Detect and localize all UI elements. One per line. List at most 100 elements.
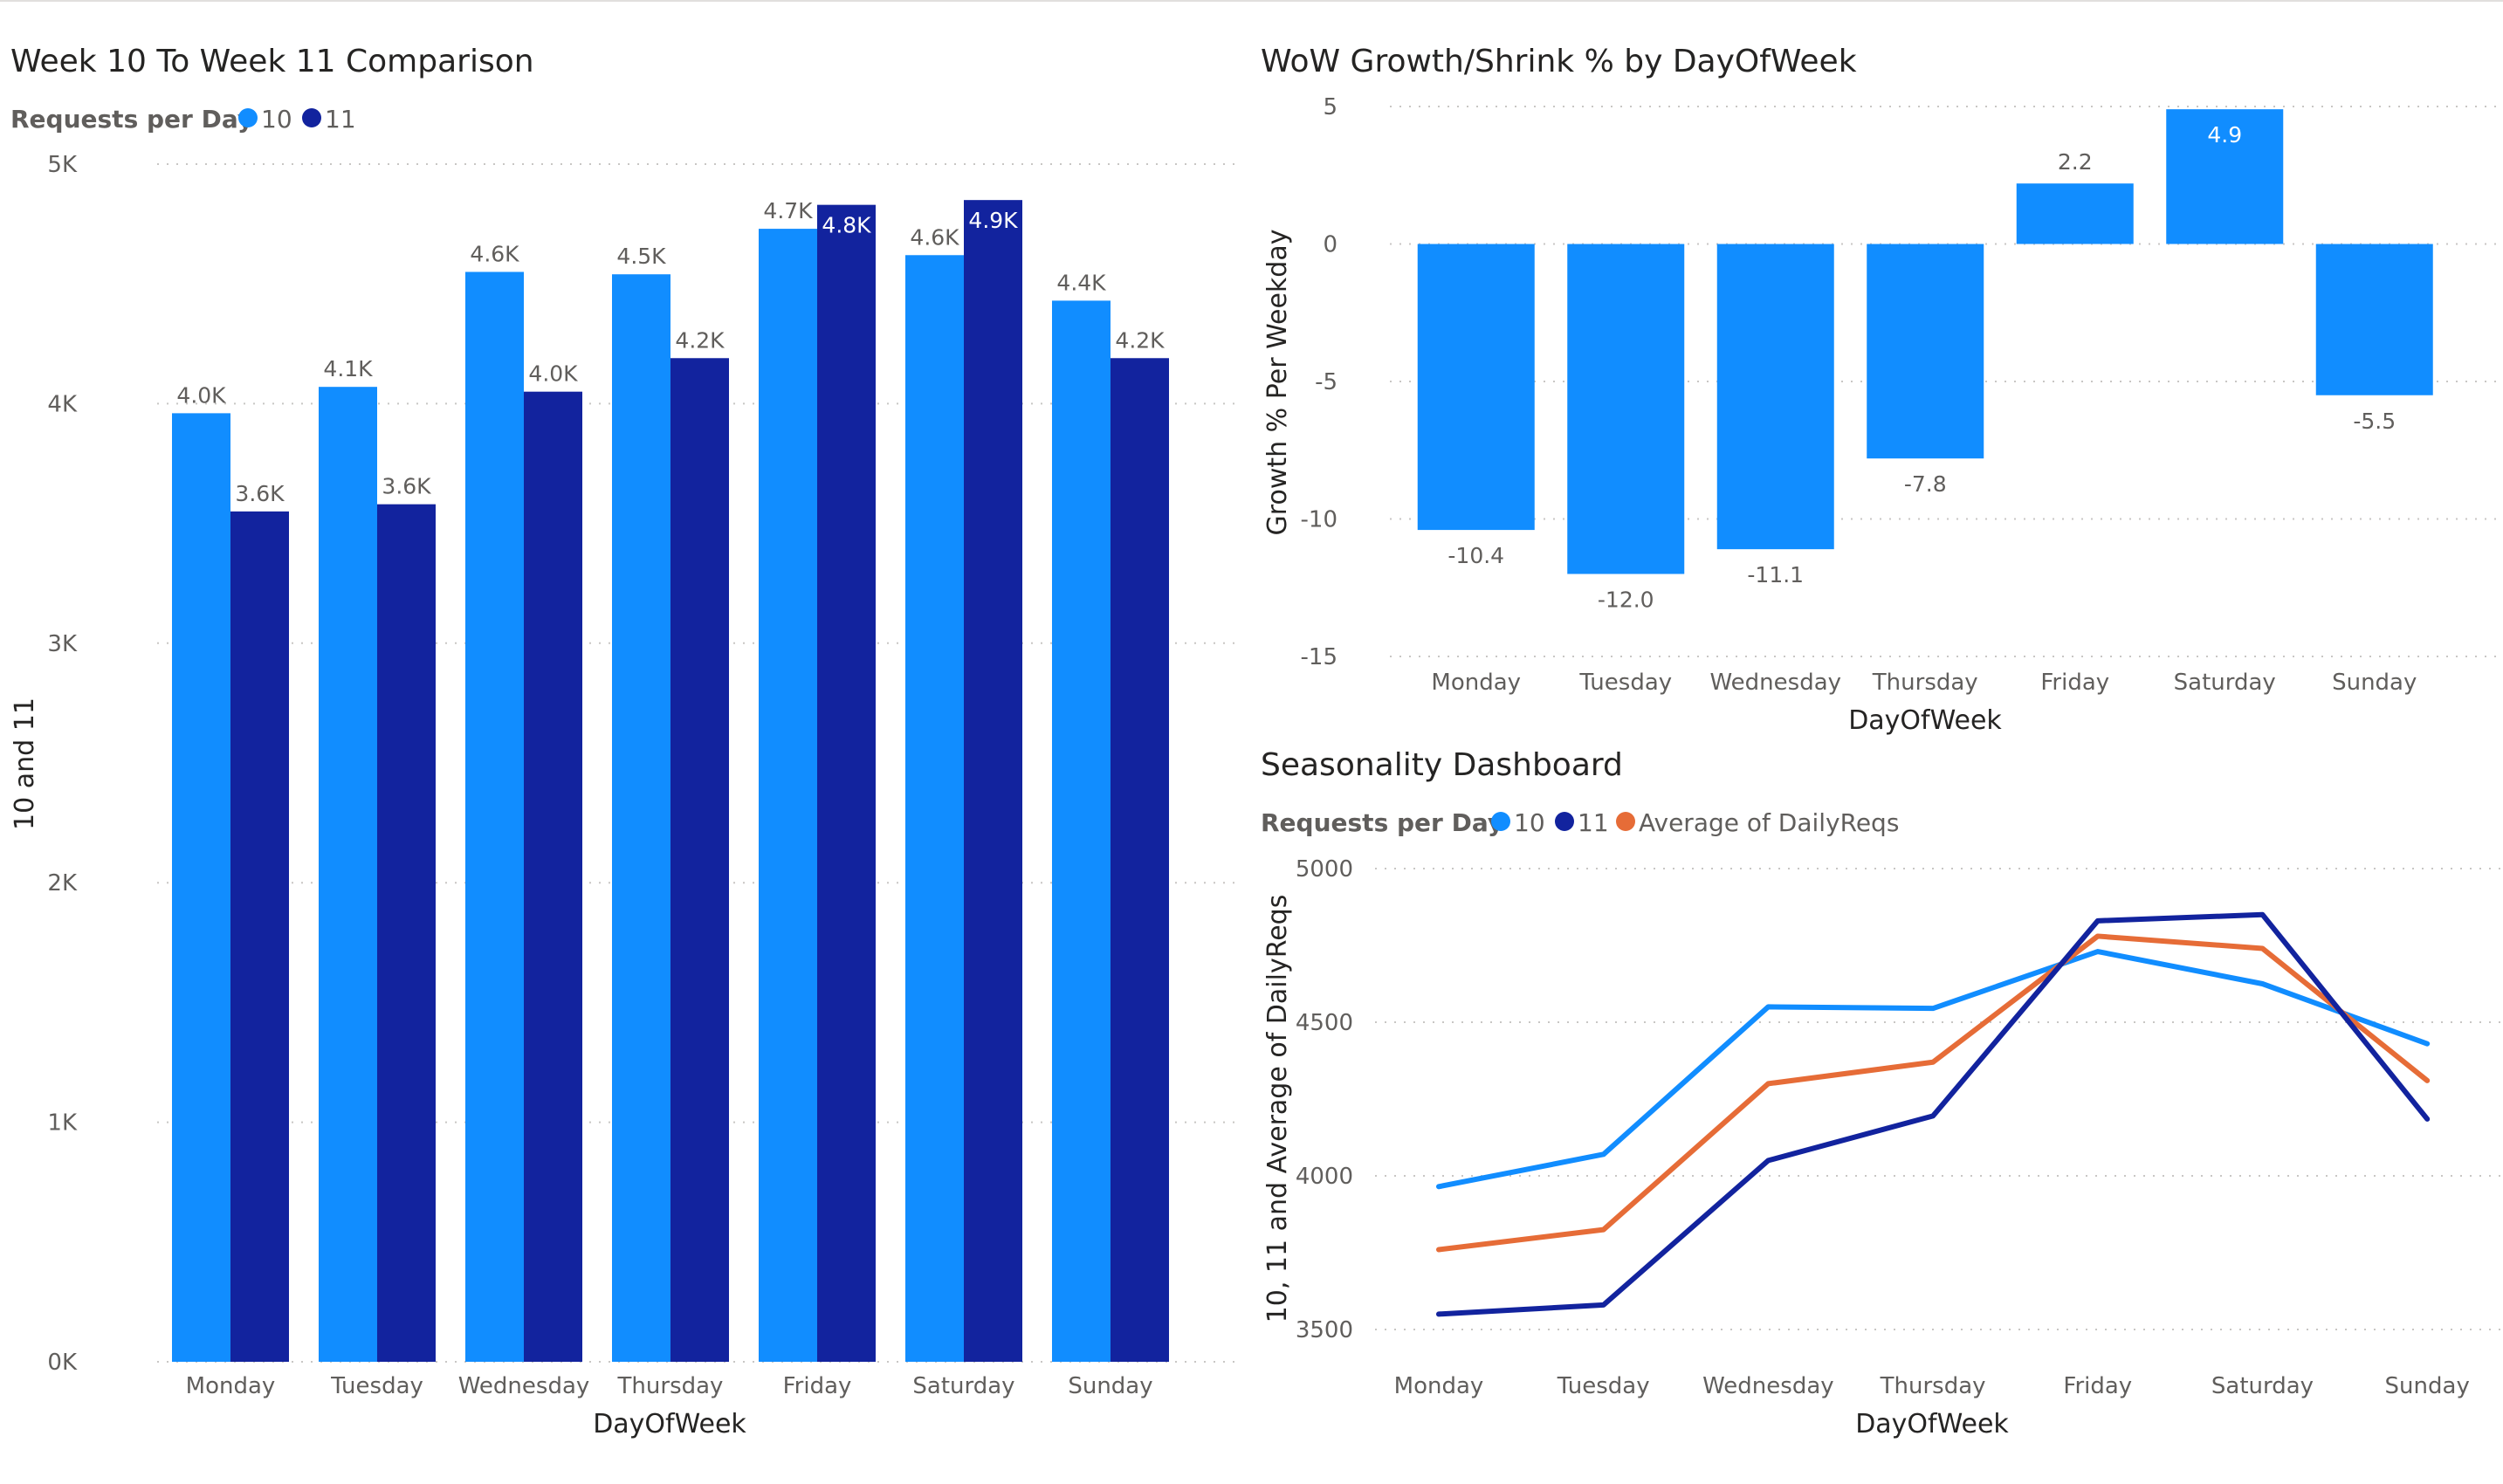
x-tick-label: Tuesday [1578, 670, 1672, 696]
data-label: 4.0K [176, 382, 226, 408]
legend-label-10: 10 [261, 105, 292, 134]
x-tick-label: Tuesday [330, 1373, 423, 1399]
legend-title: Requests per Day [1261, 808, 1503, 837]
data-label: 4.0K [528, 361, 578, 387]
data-label: 4.5K [616, 244, 666, 269]
line-series-10[interactable] [1436, 949, 2431, 1190]
x-tick-label: Friday [783, 1373, 852, 1399]
bar-monday-11[interactable] [230, 511, 289, 1362]
legend-marker-average [1616, 812, 1635, 831]
y-tick-label: -10 [1301, 507, 1337, 533]
wow-growth-chart[interactable]: WoW Growth/Shrink % by DayOfWeek -15 -10 -… [1261, 44, 2503, 736]
bar-wednesday-10[interactable] [465, 271, 524, 1363]
x-tick-label: Friday [2063, 1373, 2132, 1399]
y-axis-title: Growth % Per Weekday [1262, 230, 1293, 536]
y-tick-label: 1K [47, 1110, 78, 1137]
x-tick-label: Sunday [2385, 1373, 2470, 1399]
bar-tuesday[interactable] [1567, 244, 1685, 574]
x-tick-label: Saturday [912, 1373, 1014, 1399]
line-series-11[interactable] [1436, 911, 2431, 1317]
legend-marker-10 [238, 108, 258, 127]
y-axis-ticks: 3500 4000 4500 5000 [1296, 856, 1353, 1343]
data-label: -5.5 [2353, 409, 2396, 434]
y-tick-label: -15 [1301, 644, 1337, 670]
y-axis-title: 10, 11 and Average of DailyReqs [1262, 895, 1293, 1323]
x-tick-label: Thursday [1880, 1373, 1986, 1399]
x-axis-title: DayOfWeek [1855, 1409, 2009, 1439]
bar-saturday-11[interactable] [964, 200, 1022, 1362]
bar-monday-10[interactable] [172, 413, 230, 1363]
chart-title: Seasonality Dashboard [1261, 747, 1623, 783]
line-series-average-of-dailyreqs[interactable] [1436, 933, 2431, 1253]
bar-sunday-11[interactable] [1111, 358, 1169, 1362]
legend-label-11: 11 [325, 105, 356, 134]
y-tick-label: 3K [47, 631, 78, 657]
bar-thursday-11[interactable] [670, 358, 729, 1362]
y-tick-label: 4000 [1296, 1164, 1353, 1190]
bar-wednesday-11[interactable] [524, 391, 582, 1363]
data-label: 4.2K [675, 327, 725, 353]
y-tick-label: -5 [1315, 369, 1337, 395]
legend-label-average: Average of DailyReqs [1639, 808, 1899, 837]
y-tick-label: 0K [47, 1350, 78, 1376]
data-label: 4.9K [968, 208, 1018, 233]
data-label: 2.2 [2058, 149, 2093, 175]
bar-saturday-10[interactable] [905, 255, 964, 1363]
data-labels: -10.4 -12.0 -11.1 -7.8 2.2 4.9 -5.5 [1447, 122, 2396, 612]
bar-saturday[interactable] [2166, 109, 2284, 244]
x-axis-title: DayOfWeek [1848, 705, 2002, 736]
data-label: 4.8K [822, 213, 871, 238]
x-tick-label: Monday [1431, 670, 1521, 696]
x-axis-title: DayOfWeek [593, 1409, 746, 1439]
series-lines [1436, 911, 2431, 1317]
data-label: 3.6K [382, 474, 431, 499]
x-tick-label: Wednesday [1702, 1373, 1834, 1399]
legend-label-11: 11 [1578, 808, 1609, 837]
data-label: 4.6K [910, 224, 959, 250]
x-tick-label: Monday [186, 1373, 276, 1399]
data-label: -7.8 [1904, 471, 1947, 497]
bar-thursday[interactable] [1867, 244, 1984, 459]
x-tick-label: Thursday [1872, 670, 1978, 696]
bar-sunday-10[interactable] [1052, 300, 1111, 1363]
legend-marker-11 [302, 108, 321, 127]
week-comparison-chart[interactable]: Week 10 To Week 11 Comparison Requests p… [10, 44, 1240, 1439]
y-axis-title: 10 and 11 [10, 697, 40, 830]
y-tick-label: 3500 [1296, 1317, 1353, 1343]
data-label: 4.9 [2207, 122, 2242, 148]
legend-title: Requests per Day [10, 105, 253, 134]
bar-friday-11[interactable] [817, 204, 876, 1363]
bar-friday-10[interactable] [759, 229, 817, 1362]
bar-tuesday-11[interactable] [377, 504, 436, 1362]
bar-wednesday[interactable] [1716, 244, 1834, 550]
y-tick-label: 4K [47, 391, 78, 417]
data-labels: 4.0K 3.6K 4.1K 3.6K 4.6K 4.0K 4.5K 4.2K 4.7K 4.8K… [176, 198, 1165, 506]
bar-tuesday-10[interactable] [319, 387, 377, 1362]
data-label: -10.4 [1447, 543, 1504, 568]
bar-sunday[interactable] [2315, 244, 2433, 395]
data-label: 3.6K [235, 481, 285, 506]
legend: Requests per Day 10 11 Average of DailyR… [1261, 808, 1899, 837]
y-tick-label: 0 [1323, 232, 1337, 258]
bar-thursday-10[interactable] [612, 274, 670, 1362]
chart-title: WoW Growth/Shrink % by DayOfWeek [1261, 44, 1857, 79]
y-tick-label: 2K [47, 870, 78, 897]
x-tick-label: Saturday [2211, 1373, 2314, 1399]
legend-marker-11 [1555, 812, 1574, 831]
x-tick-label: Thursday [617, 1373, 724, 1399]
y-tick-label: 5 [1323, 94, 1337, 120]
gridlines [1375, 868, 2503, 1330]
bar-friday[interactable] [2016, 183, 2134, 244]
bar-monday[interactable] [1417, 244, 1535, 531]
x-tick-label: Monday [1394, 1373, 1484, 1399]
legend: Requests per Day 10 11 [10, 105, 356, 134]
x-axis-ticks: Monday Tuesday Wednesday Thursday Friday Satu… [1394, 1373, 2470, 1399]
y-tick-label: 5K [47, 152, 78, 178]
x-tick-label: Wednesday [458, 1373, 590, 1399]
seasonality-chart[interactable]: Seasonality Dashboard Requests per Day 1… [1261, 747, 2503, 1439]
x-tick-label: Friday [2040, 670, 2109, 696]
data-label: 4.4K [1056, 270, 1106, 295]
data-label: 4.1K [323, 356, 373, 381]
legend-label-10: 10 [1514, 808, 1545, 837]
x-tick-label: Tuesday [1557, 1373, 1650, 1399]
